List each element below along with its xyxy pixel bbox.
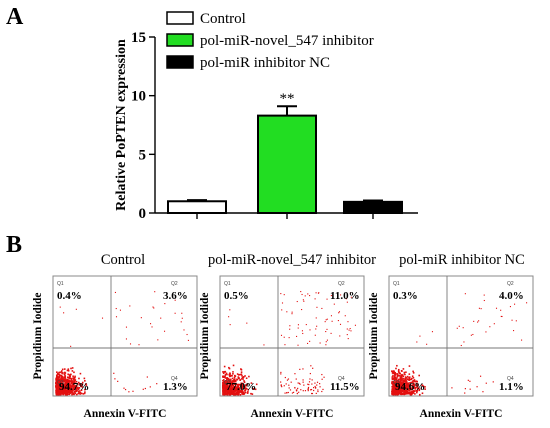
flow-cytometry-panel: Control Q1 Q2 Q3 Q4 0.4% 3.6% 94.7% 1.3% Annexin … [32,252,534,420]
flow-y-axis-label: Propidium Iodide [32,292,44,379]
quadrant-value-q3: 94.6% [395,381,425,393]
flow-x-axis-label: Annexin V-FITC [420,408,503,420]
legend-swatch [166,11,194,25]
quadrant-value-q2: 11.0% [330,290,360,302]
legend-label: pol-miR-novel_547 inhibitor [200,33,374,49]
gate-label: Q1 [224,281,231,287]
quadrant-value-q2: 3.6% [163,290,188,302]
panel-letter-a: A [6,4,24,30]
gate-label: Q3 [224,380,231,386]
quadrant-value-q1: 0.5% [224,290,249,302]
bar [167,200,227,214]
gate-label: Q4 [507,376,514,382]
flow-plot: pol-miR inhibitor NC Q1 Q2 Q3 Q4 0.3% 4.0% 94.6… [368,252,534,420]
gate-label: Q4 [338,376,345,382]
bar [257,114,317,214]
flow-plot-title: pol-miR inhibitor NC [399,252,525,268]
gate-label: Q2 [171,281,178,287]
y-axis-label: Relative PoPTEN expression [114,39,129,211]
legend-swatch [166,55,194,69]
y-tick-label: 5 [139,147,147,163]
panel-letter-b: B [6,232,22,258]
quadrant-value-q1: 0.3% [393,290,418,302]
gate-label: Q1 [57,281,64,287]
event-dots [222,291,356,396]
flow-plot: pol-miR-novel_547 inhibitor Q1 Q2 Q3 Q4 0.5% 1… [199,252,376,420]
quadrant-value-q3: 94.7% [59,381,89,393]
quadrant-value-q4: 1.1% [499,381,524,393]
significance-label: ** [280,91,295,107]
legend-label: pol-miR inhibitor NC [200,55,330,71]
legend-label: Control [200,11,246,27]
quadrant-value-q4: 1.3% [163,381,188,393]
legend-swatch [166,33,194,47]
flow-x-axis-label: Annexin V-FITC [251,408,334,420]
gate-label: Q3 [393,380,400,386]
event-dots [391,293,528,396]
y-tick-label: 15 [131,30,146,46]
flow-plot: Control Q1 Q2 Q3 Q4 0.4% 3.6% 94.7% 1.3% Annexin … [32,252,198,420]
flow-plot-frame [52,275,198,397]
gate-label: Q2 [507,281,514,287]
gate-label: Q1 [393,281,400,287]
gate-label: Q4 [171,376,178,382]
flow-x-axis-label: Annexin V-FITC [84,408,167,420]
event-dots [55,291,189,396]
flow-y-axis-label: Propidium Iodide [199,292,211,379]
quadrant-value-q2: 4.0% [499,290,524,302]
quadrant-value-q3: 77.0% [226,381,256,393]
quadrant-value-q1: 0.4% [57,290,82,302]
bar [343,200,403,214]
gate-label: Q2 [338,281,345,287]
bar-chart: Relative PoPTEN expression 0 5 10 15 ** Con… [114,11,418,222]
gate-label: Q3 [57,380,64,386]
y-tick-label: 10 [131,89,146,105]
flow-plot-title: Control [101,252,145,268]
flow-plot-title: pol-miR-novel_547 inhibitor [208,252,376,268]
flow-y-axis-label: Propidium Iodide [368,292,380,379]
y-tick-label: 0 [139,206,147,222]
quadrant-value-q4: 11.5% [330,381,360,393]
